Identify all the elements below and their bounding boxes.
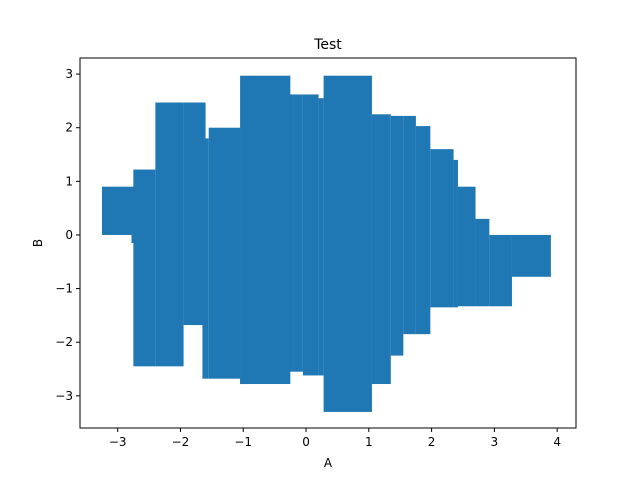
bar-20 (453, 159, 458, 308)
y-tick-label: 2 (65, 121, 73, 135)
bar-23 (489, 234, 512, 307)
y-axis-label: B (31, 239, 45, 247)
x-tick-label: 1 (365, 435, 373, 449)
bars-group (101, 75, 551, 412)
bar-6 (202, 138, 209, 379)
bar-2 (133, 169, 156, 367)
y-tick-label: −2 (55, 335, 73, 349)
bar-16 (390, 115, 404, 356)
bar-12 (302, 94, 319, 376)
x-tick-label: 2 (428, 435, 436, 449)
bar-13 (318, 98, 324, 376)
x-tick-label: 3 (491, 435, 499, 449)
bar-21 (457, 186, 476, 307)
bar-18 (415, 126, 431, 335)
x-tick-label: −1 (234, 435, 252, 449)
chart-title: Test (313, 37, 342, 53)
bar-15 (371, 114, 391, 385)
y-tick-label: 0 (65, 228, 73, 242)
bar-22 (475, 218, 490, 307)
bar-5 (193, 123, 203, 326)
bar-9 (240, 75, 291, 385)
bar-24 (511, 234, 551, 277)
bar-3 (155, 102, 184, 367)
x-axis-label: A (324, 456, 333, 470)
bar-7 (208, 127, 241, 379)
plot-frame (79, 57, 577, 429)
y-axis-ticks: −3 −2 −1 0 1 2 3 (55, 67, 80, 403)
y-tick-label: 1 (65, 174, 73, 188)
x-tick-label: 0 (302, 435, 310, 449)
x-tick-label: −3 (109, 435, 127, 449)
bar-10 (287, 94, 294, 372)
bar-0 (101, 186, 132, 235)
bar-17 (403, 115, 416, 335)
y-tick-label: −3 (55, 389, 73, 403)
x-axis-ticks: −3 −2 −1 0 1 2 3 4 (109, 428, 561, 449)
x-tick-label: 4 (553, 435, 561, 449)
y-tick-label: 3 (65, 67, 73, 81)
x-tick-label: −2 (172, 435, 190, 449)
y-tick-label: −1 (55, 282, 73, 296)
bar-11 (293, 94, 303, 372)
bar-19 (430, 149, 454, 308)
bar-14 (323, 75, 372, 412)
